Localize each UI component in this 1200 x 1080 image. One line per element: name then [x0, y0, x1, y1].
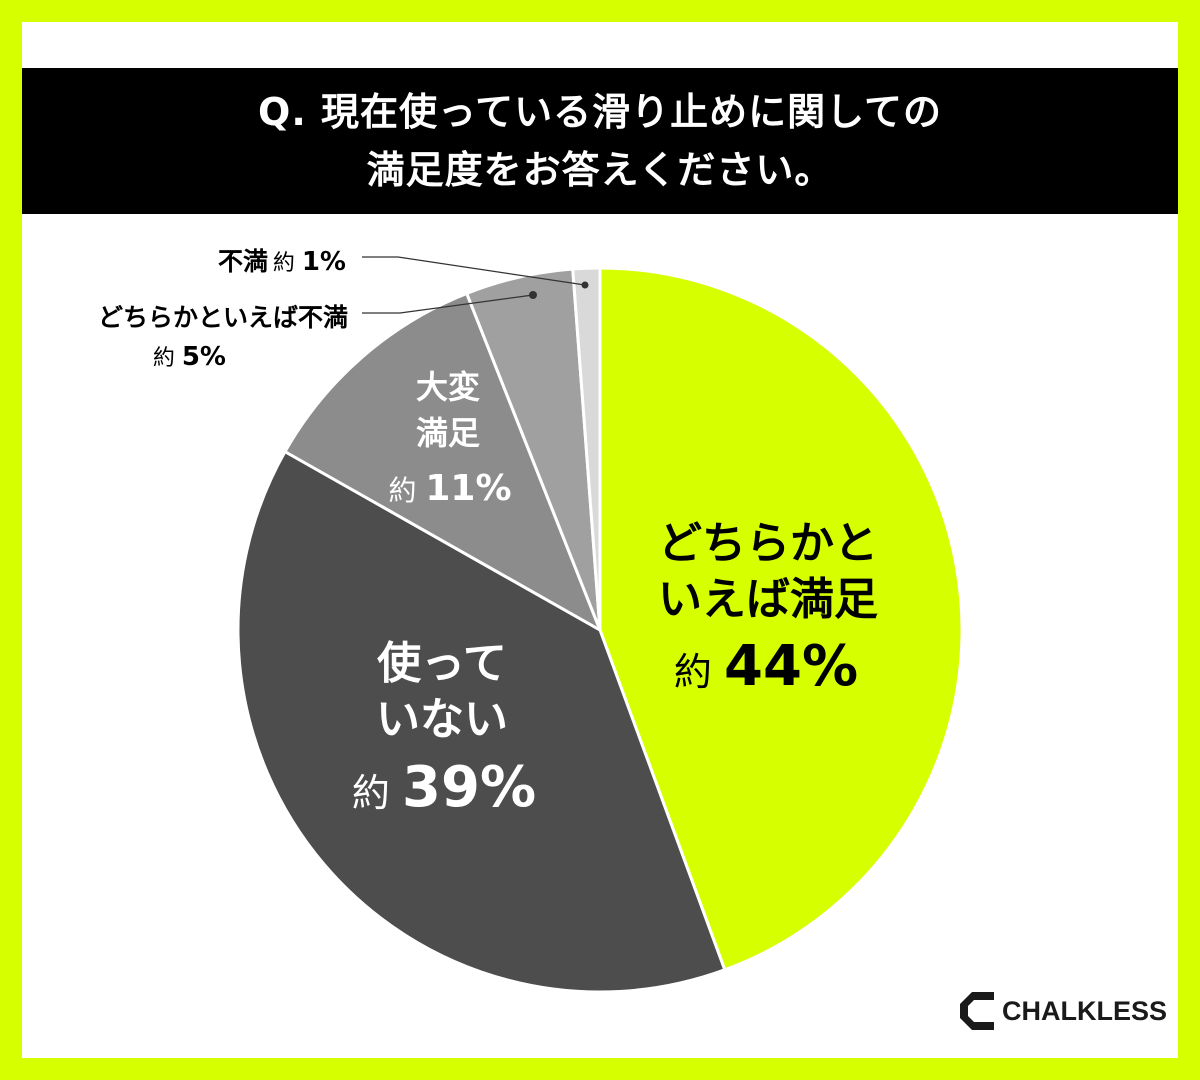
slice-label-not_using-line-2: いない	[376, 694, 508, 745]
pie-slice-dissatisfied	[571, 266, 602, 632]
slice-label-very_satisfied-line-2: 満足	[416, 414, 480, 452]
slice-label-somewhat_dissatisfied: どちらかといえば不満	[98, 303, 348, 332]
slice-label-dissatisfied: 不満	[218, 247, 268, 276]
slice-label-somewhat_satisfied-line-1: どちらかと	[658, 518, 878, 569]
pie-slice-not_using	[236, 450, 727, 994]
slice-label-somewhat_satisfied-line-2: いえば満足	[658, 574, 878, 625]
question-title-bar: Q. 現在使っている滑り止めに関しての 満足度をお答えください。	[22, 68, 1178, 214]
slice-value-dissatisfied: 約 1%	[273, 247, 346, 277]
leader-line-dissatisfied	[362, 256, 586, 286]
pie-slice-very_satisfied	[283, 291, 602, 632]
leader-line-somewhat_dissatisfied	[362, 294, 534, 314]
slice-value-not_using: 約 39%	[352, 755, 536, 820]
chalkless-logo-icon	[960, 992, 994, 1030]
pie-slice-somewhat_satisfied	[598, 266, 964, 972]
question-title-line-1: Q. 現在使っている滑り止めに関しての	[258, 90, 942, 134]
slice-value-somewhat_dissatisfied: 約 5%	[153, 342, 226, 372]
slice-label-not_using-line-1: 使って	[377, 638, 507, 689]
chalkless-logo: CHALKLESS	[960, 990, 1167, 1032]
slice-label-very_satisfied-line-1: 大変	[416, 368, 480, 406]
slice-value-very_satisfied: 約 11%	[388, 468, 511, 509]
question-title-line-2: 満足度をお答えください。	[366, 148, 834, 192]
logo-text: CHALKLESS	[1002, 996, 1168, 1026]
slice-value-somewhat_satisfied: 約 44%	[674, 634, 858, 699]
